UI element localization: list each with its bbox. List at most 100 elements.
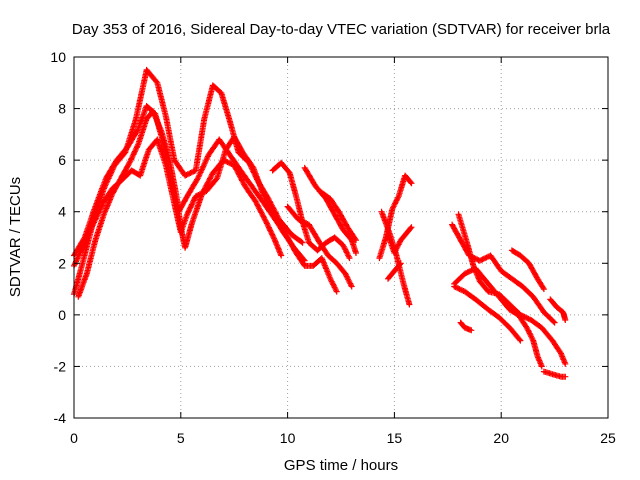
data-point-run — [558, 350, 569, 367]
data-point-run — [549, 337, 564, 356]
data-marks — [71, 66, 569, 380]
data-point-run — [553, 304, 566, 315]
data-point-run — [391, 260, 404, 274]
y-tick-label: 0 — [58, 307, 66, 323]
data-point-run — [508, 275, 525, 289]
series-sat-k — [378, 208, 413, 308]
y-tick-label: 4 — [58, 204, 66, 220]
data-point-run — [118, 161, 132, 182]
data-point-run — [476, 278, 491, 294]
data-point-run — [376, 236, 389, 262]
y-tick-label: -4 — [54, 410, 67, 426]
data-point-run — [194, 153, 211, 182]
data-point-run — [100, 192, 115, 218]
data-point-run — [162, 162, 178, 206]
series-sat-t — [457, 319, 475, 334]
data-point-run — [385, 269, 397, 282]
x-tick-label: 25 — [600, 430, 616, 446]
series-sat-f — [284, 203, 355, 290]
data-point-run — [100, 186, 115, 205]
series-sat-u — [540, 368, 569, 380]
data-point-run — [301, 164, 318, 188]
data-point-run — [103, 158, 119, 182]
series-sat-i — [316, 188, 359, 244]
series-sat-d — [75, 108, 285, 300]
data-point-run — [250, 185, 269, 209]
data-point-run — [135, 104, 150, 133]
data-point-run — [485, 306, 501, 320]
data-point-run — [487, 252, 504, 273]
data-point-run — [331, 211, 346, 232]
data-point-run — [558, 373, 569, 380]
data-point-run — [335, 208, 350, 229]
data-point-run — [278, 159, 292, 175]
data-point-run — [284, 203, 301, 222]
data-point-run — [252, 198, 269, 224]
data-point-run — [327, 275, 340, 295]
data-point-run — [237, 167, 256, 191]
data-point-run — [455, 211, 470, 245]
data-point-run — [331, 234, 346, 248]
data-point-run — [538, 324, 555, 343]
x-axis-label: GPS time / hours — [284, 457, 398, 474]
data-point-run — [534, 275, 547, 293]
chart-title: Day 353 of 2016, Sidereal Day-to-day VTE… — [72, 21, 611, 38]
data-point-run — [92, 176, 109, 210]
data-point-run — [457, 319, 467, 330]
data-point-run — [231, 133, 245, 155]
data-point-run — [340, 226, 354, 242]
data-point-run — [276, 216, 294, 237]
data-point-run — [470, 262, 483, 283]
y-axis-label: SDTVAR / TECUs — [7, 177, 24, 297]
x-tick-label: 0 — [70, 430, 78, 446]
data-point-run — [461, 324, 475, 334]
data-point-run — [113, 145, 130, 164]
data-point-run — [498, 268, 514, 281]
series-sat-g — [284, 234, 340, 295]
data-point-run — [397, 230, 410, 244]
y-tick-label: 2 — [58, 255, 66, 271]
data-point-run — [124, 127, 141, 151]
data-point-run — [265, 195, 282, 222]
data-point-run — [284, 234, 299, 255]
data-point-run — [75, 272, 90, 300]
data-point-run — [496, 314, 512, 330]
data-point-run — [506, 324, 524, 344]
data-point-run — [259, 188, 275, 216]
data-point-run — [323, 195, 337, 216]
data-point-run — [498, 296, 512, 312]
data-point-run — [137, 148, 152, 179]
data-point-run — [167, 159, 180, 198]
data-point-run — [402, 172, 415, 187]
data-point-run — [327, 195, 341, 214]
data-point-run — [404, 224, 415, 236]
data-point-run — [481, 275, 495, 291]
data-point-run — [162, 113, 178, 162]
data-point-run — [333, 260, 348, 276]
data-point-run — [288, 231, 306, 246]
series-sat-r — [508, 247, 547, 293]
data-point-run — [92, 212, 107, 244]
data-point-run — [231, 162, 248, 188]
data-point-run — [523, 324, 536, 343]
data-point-run — [92, 199, 107, 223]
data-point-run — [342, 270, 355, 290]
data-point-run — [316, 188, 333, 201]
data-point-run — [389, 194, 401, 213]
data-point-run — [239, 149, 256, 170]
data-point-run — [188, 192, 205, 228]
data-point-run — [201, 83, 216, 122]
data-point-run — [271, 237, 285, 259]
data-point-run — [508, 247, 523, 258]
x-tick-label: 10 — [280, 430, 296, 446]
data-point-run — [344, 224, 359, 244]
data-point-run — [171, 157, 188, 178]
data-point-run — [449, 221, 463, 242]
data-point-run — [340, 242, 353, 262]
axis-ticks: 0 5 10 15 20 25 -4 -2 0 2 4 6 8 10 — [50, 49, 616, 446]
x-tick-label: 20 — [493, 430, 509, 446]
series-sat-m — [385, 260, 404, 282]
data-point-run — [506, 301, 523, 317]
data-point-run — [378, 208, 393, 237]
data-point-run — [135, 117, 150, 148]
